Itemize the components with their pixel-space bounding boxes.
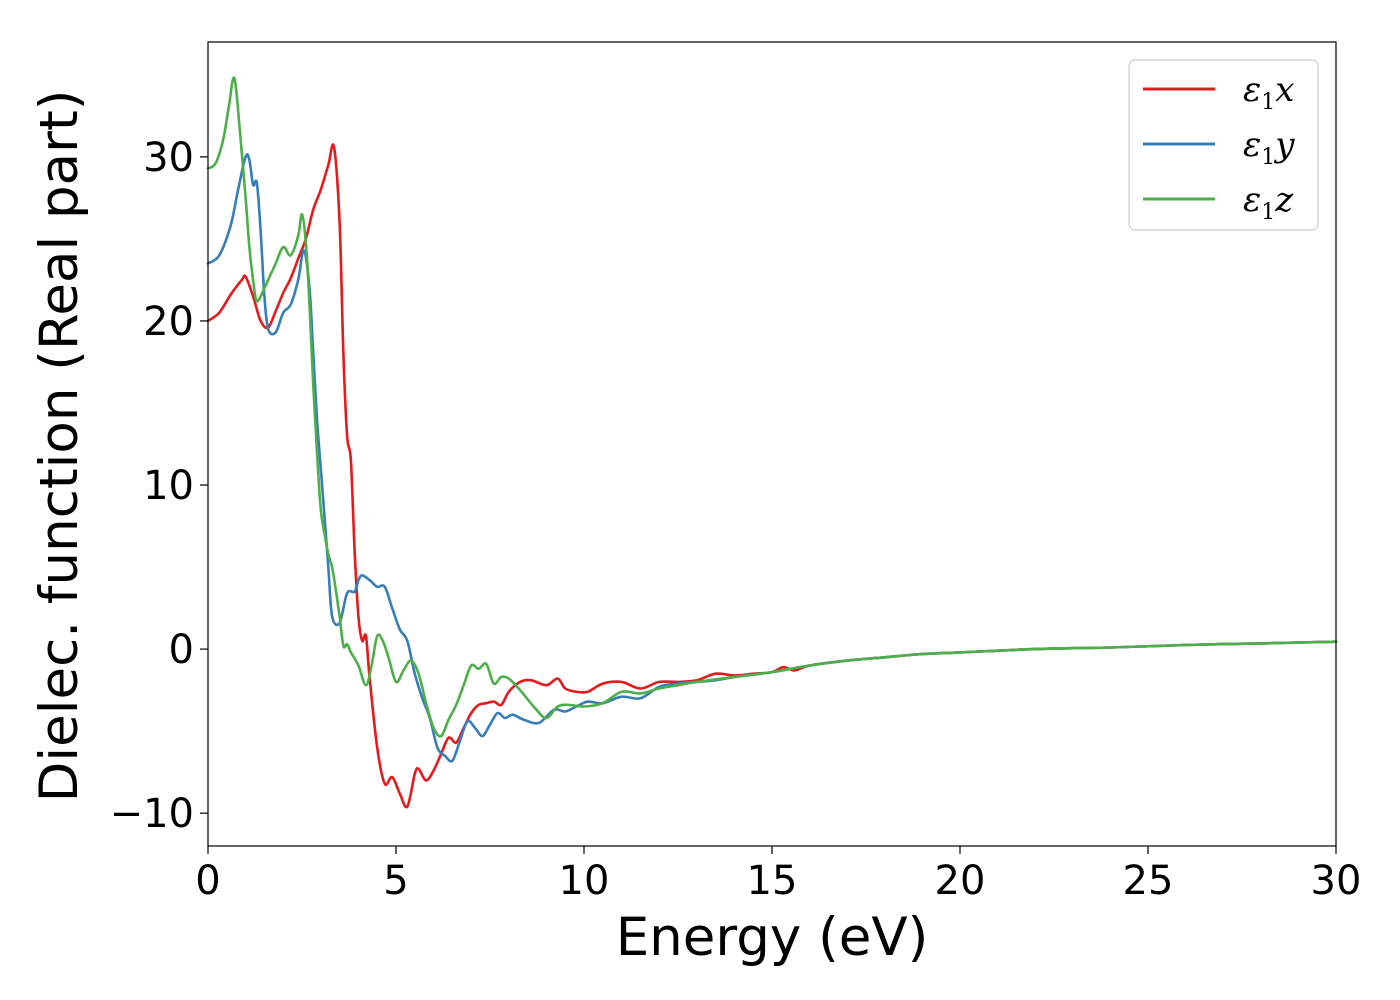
x-tick-label: 20 [935, 858, 986, 904]
y-tick-label: 10 [143, 463, 194, 509]
x-tick-label: 30 [1311, 858, 1362, 904]
x-tick-label: 10 [559, 858, 610, 904]
y-tick-label: 0 [169, 627, 194, 673]
y-tick-label: −10 [110, 791, 194, 837]
x-axis-title: Energy (eV) [616, 907, 929, 968]
x-tick-label: 0 [195, 858, 220, 904]
legend-label-y: ε1y [1243, 125, 1295, 170]
legend-label-z: ε1z [1243, 180, 1294, 225]
x-tick-label: 15 [747, 858, 798, 904]
x-tick-label: 25 [1123, 858, 1174, 904]
x-axis-ticks: 0 5 10 15 20 25 30 [195, 846, 1361, 904]
y-axis-title: Dielec. function (Real part) [29, 90, 90, 803]
y-tick-label: 30 [143, 135, 194, 181]
series-line-z [206, 76, 1338, 738]
x-tick-label: 5 [383, 858, 408, 904]
y-axis-ticks: −10 0 10 20 30 [110, 135, 208, 837]
legend: ε1x ε1y ε1z [1128, 59, 1319, 231]
series-layer [206, 76, 1338, 809]
y-tick-label: 20 [143, 299, 194, 345]
legend-label-x: ε1x [1243, 70, 1294, 115]
legend-box [1128, 59, 1319, 231]
legend-items: ε1x ε1y ε1z [1143, 70, 1295, 225]
